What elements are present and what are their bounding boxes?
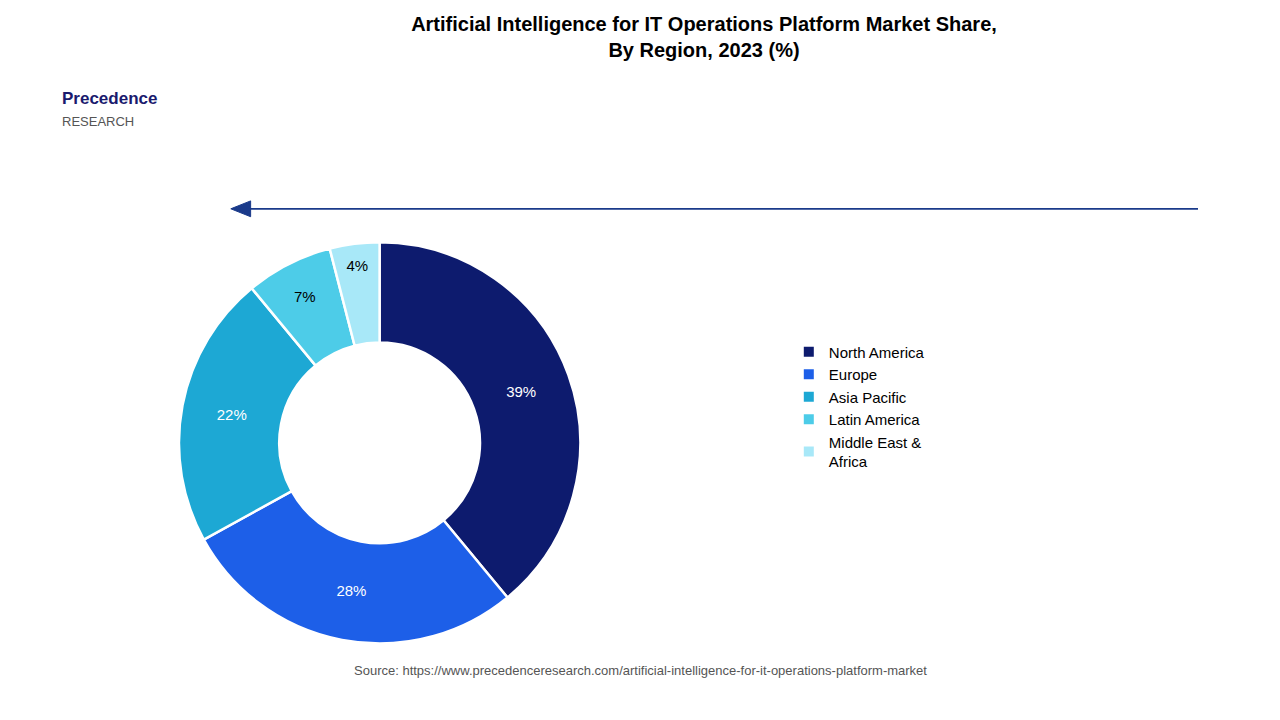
svg-text:Europe: Europe <box>829 366 877 383</box>
svg-text:RESEARCH: RESEARCH <box>62 114 134 129</box>
svg-text:28%: 28% <box>336 582 366 599</box>
svg-text:4%: 4% <box>346 257 368 274</box>
svg-text:Asia Pacific: Asia Pacific <box>829 389 907 406</box>
svg-text:Middle East &Africa: Middle East &Africa <box>829 434 922 471</box>
svg-text:Artificial Intelligence for IT: Artificial Intelligence for IT Operation… <box>411 13 997 61</box>
svg-text:North America: North America <box>829 344 925 361</box>
svg-text:22%: 22% <box>217 406 247 423</box>
svg-text:7%: 7% <box>294 288 316 305</box>
svg-text:Latin America: Latin America <box>829 411 921 428</box>
svg-text:Precedence: Precedence <box>62 89 157 108</box>
svg-text:Source: https://www.precedence: Source: https://www.precedenceresearch.c… <box>354 663 927 678</box>
svg-text:39%: 39% <box>506 383 536 400</box>
